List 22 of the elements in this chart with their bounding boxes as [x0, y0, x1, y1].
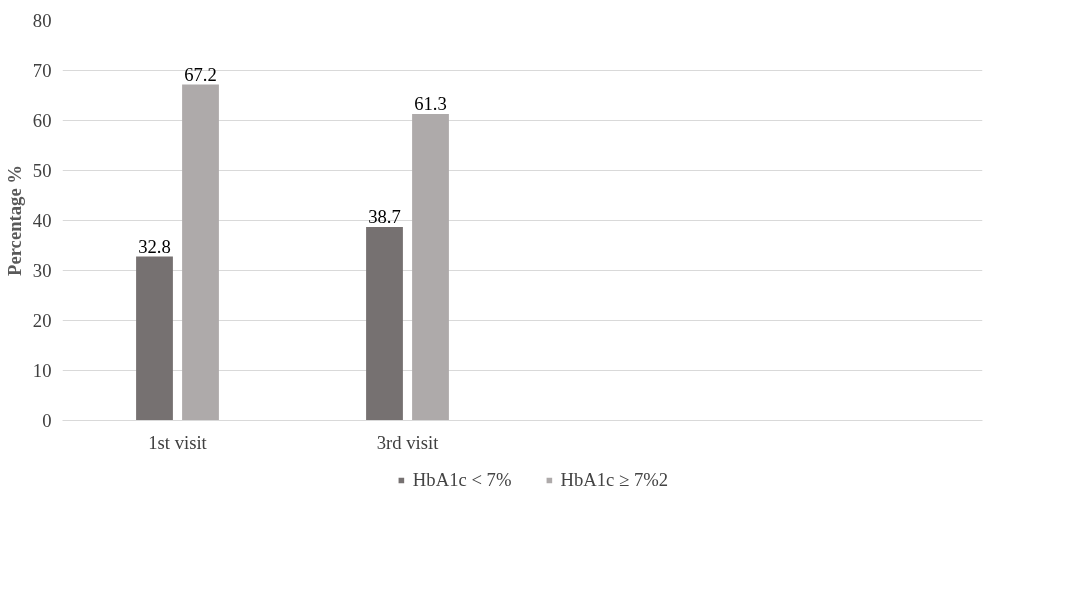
- y-tick-label: 60: [32, 110, 52, 131]
- y-tick-label: 40: [32, 210, 52, 231]
- y-tick-label: 70: [32, 60, 52, 81]
- y-axis-title: Percentage %: [3, 164, 25, 277]
- y-tick-label: 0: [42, 410, 52, 431]
- legend-label: HbA1c ≥ 7%2: [560, 469, 669, 491]
- y-tick-label: 10: [32, 360, 52, 381]
- x-tick-label: 1st visit: [148, 431, 208, 453]
- bar: [182, 84, 219, 421]
- data-label: 61.3: [414, 93, 447, 114]
- bar: [412, 114, 449, 421]
- y-tick-label: 50: [32, 160, 52, 181]
- y-tick-label: 80: [32, 10, 52, 31]
- data-label: 32.8: [138, 235, 171, 257]
- bar: [366, 227, 403, 421]
- legend-label: HbA1c < 7%: [412, 469, 512, 491]
- y-tick-label: 20: [32, 310, 52, 331]
- data-label: 67.2: [184, 63, 217, 85]
- x-tick-label: 3rd visit: [376, 431, 440, 453]
- data-label: 38.7: [368, 206, 401, 227]
- y-tick-label: 30: [32, 260, 52, 281]
- bar: [136, 256, 173, 421]
